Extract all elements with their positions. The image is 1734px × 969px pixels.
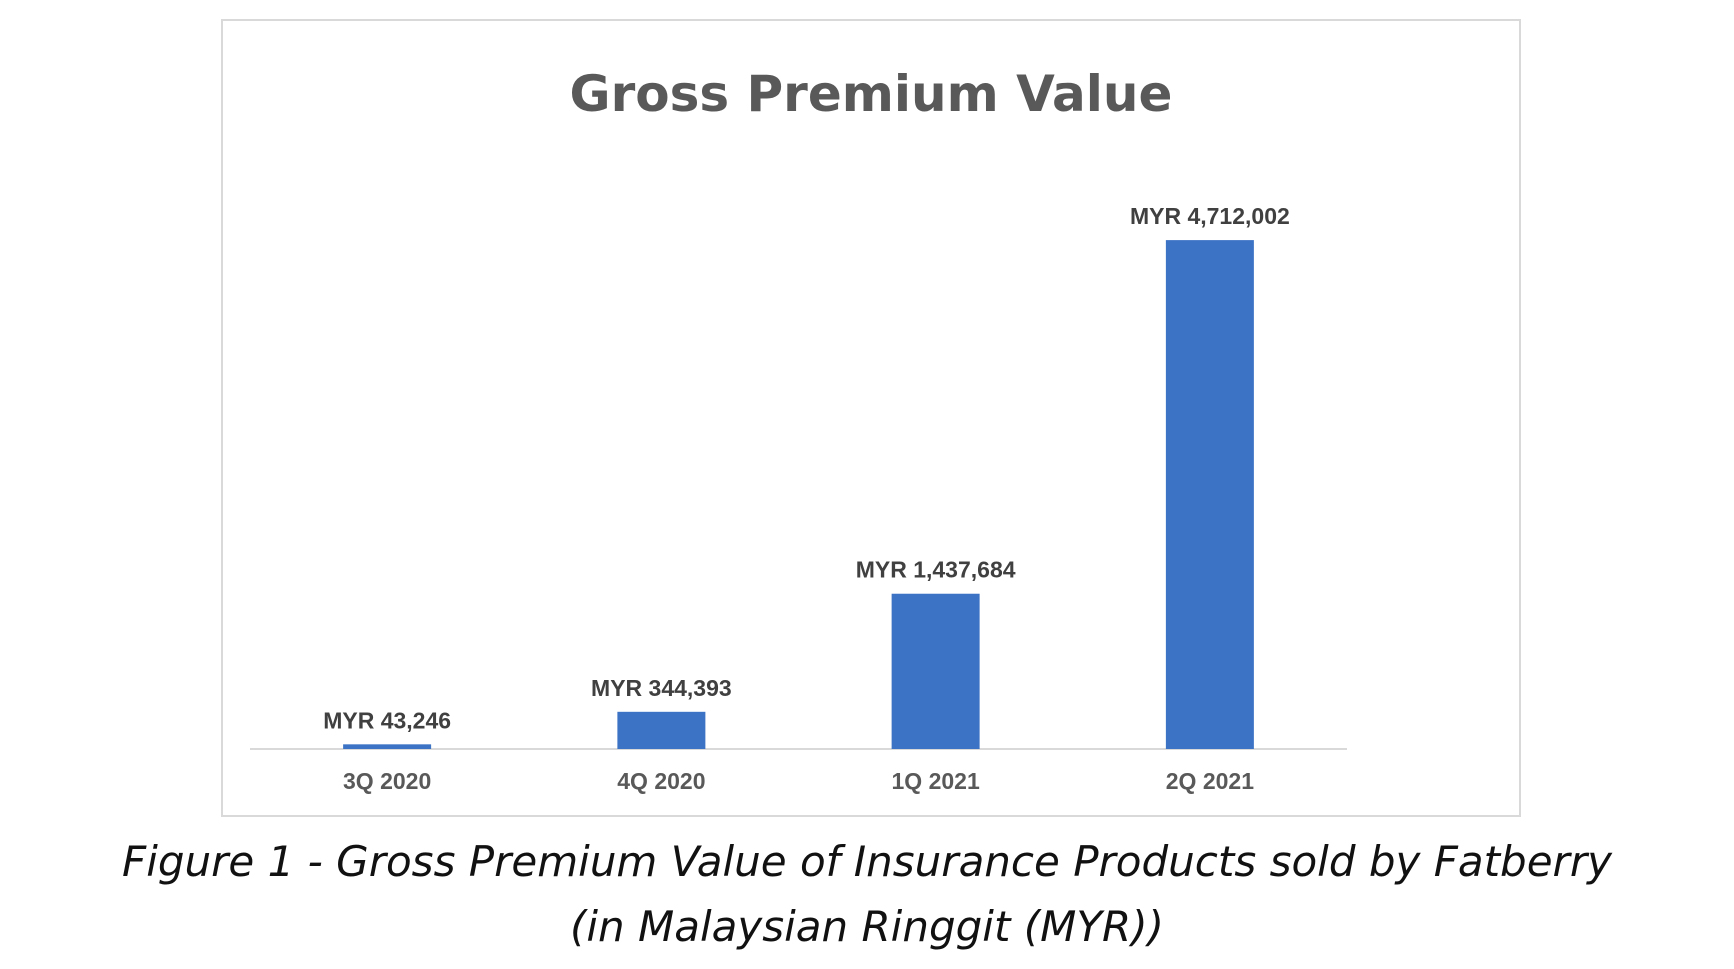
bar-1q-2021	[891, 593, 980, 749]
bar-2q-2021	[1165, 240, 1254, 749]
data-label-2q-2021: MYR 4,712,002	[1130, 203, 1290, 229]
chart-frame: Gross Premium Value MYR 43,246 MYR 344,39…	[221, 19, 1521, 817]
x-tick-label-2q-2021: 2Q 2021	[1166, 768, 1254, 794]
figure-caption-line-2: (in Malaysian Ringgit (MYR))	[569, 902, 1165, 951]
bar-3q-2020	[343, 744, 432, 749]
figure-caption-line-1: Figure 1 - Gross Premium Value of Insura…	[122, 837, 1612, 886]
x-tick-label-3q-2020: 3Q 2020	[343, 768, 431, 794]
data-label-4q-2020: MYR 344,393	[591, 675, 732, 701]
data-label-3q-2020: MYR 43,246	[323, 707, 451, 733]
x-tick-label-4q-2020: 4Q 2020	[617, 768, 705, 794]
bar-chart-plot: MYR 43,246 MYR 344,393 MYR 1,437,684 MYR 4,…	[250, 203, 1347, 794]
chart-title: Gross Premium Value	[569, 65, 1173, 123]
data-label-1q-2021: MYR 1,437,684	[856, 557, 1016, 583]
x-tick-label-1q-2021: 1Q 2021	[892, 768, 980, 794]
bar-4q-2020	[617, 711, 706, 749]
